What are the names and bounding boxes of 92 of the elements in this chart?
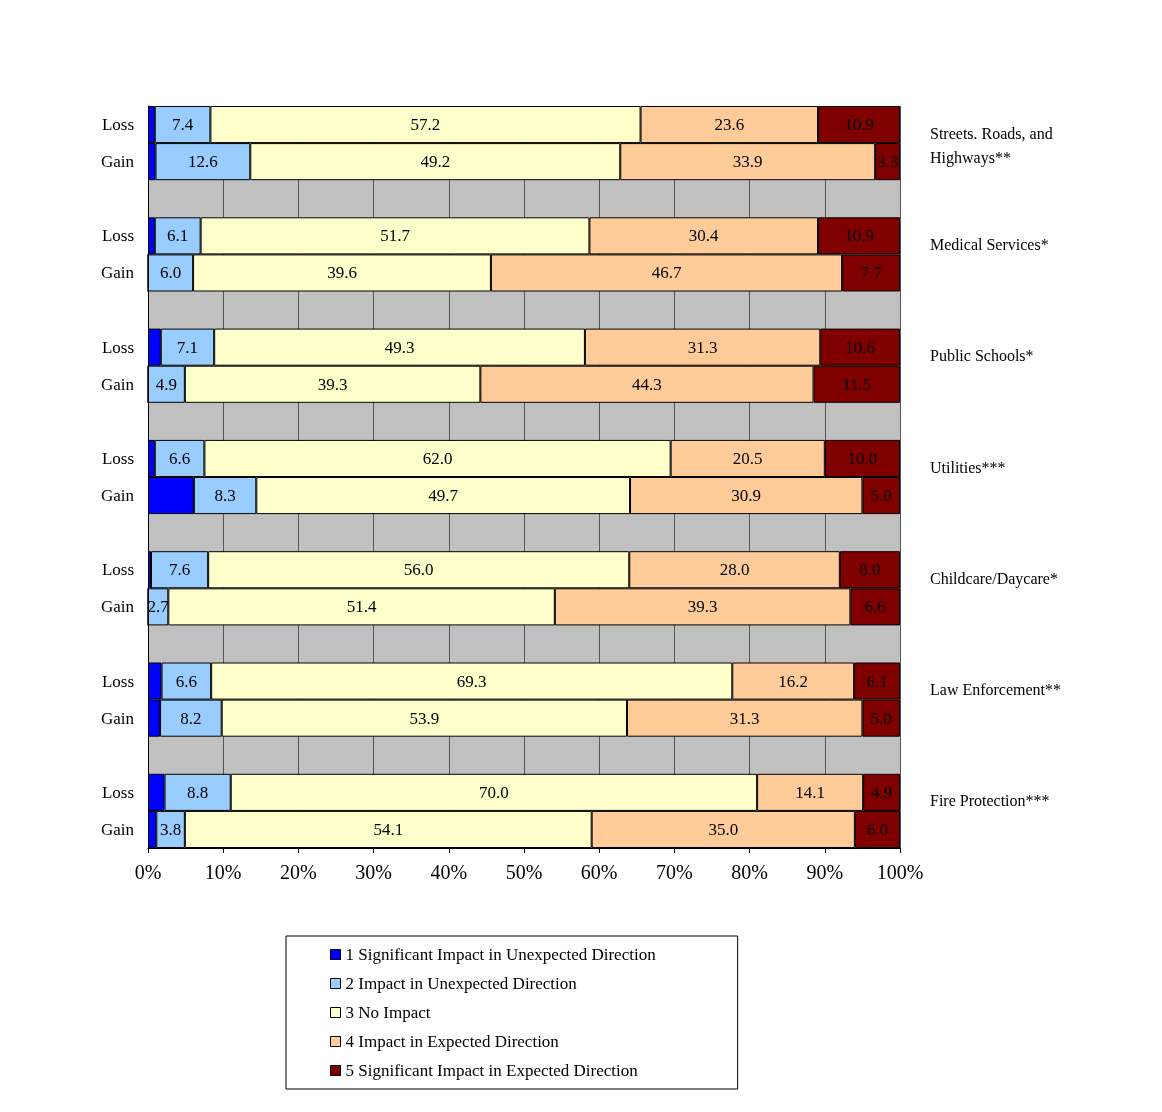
x-tick-label: 40% xyxy=(430,861,468,883)
data-label: 54.1 xyxy=(373,819,404,839)
data-label: 6.1 xyxy=(866,671,888,691)
y-tick-label: Loss xyxy=(101,671,134,691)
data-label: 8.8 xyxy=(187,782,209,802)
data-label: 70.0 xyxy=(479,782,509,802)
data-label: 20.5 xyxy=(732,448,763,468)
y-tick-label: Gain xyxy=(100,486,135,506)
x-tick-label: 80% xyxy=(731,861,768,883)
y-tick-label: Loss xyxy=(101,448,134,468)
y-tick-label: Gain xyxy=(100,263,135,283)
data-label: 12.6 xyxy=(188,152,218,172)
x-tick-label: 70% xyxy=(656,861,693,883)
data-label: 5.0 xyxy=(870,708,892,728)
text: Fire Protection*** xyxy=(930,792,1050,810)
x-tick-label: 0% xyxy=(134,861,162,883)
data-label: 39.6 xyxy=(327,263,357,283)
data-label: 44.3 xyxy=(632,374,662,394)
data-label: 11.5 xyxy=(842,374,872,394)
legend-label: 5 Significant Impact in Expected Direction xyxy=(345,1061,639,1080)
data-label: 30.9 xyxy=(731,486,762,506)
data-label: 62.0 xyxy=(422,448,453,468)
text: Law Enforcement** xyxy=(930,681,1062,699)
data-label: 53.9 xyxy=(409,708,440,728)
legend-label: 4 Impact in Expected Direction xyxy=(345,1032,560,1051)
data-label: 3.8 xyxy=(159,819,182,839)
text: Streets. Roads, and Highways** xyxy=(930,124,1057,167)
x-tick-label: 30% xyxy=(355,861,392,883)
data-label: 51.7 xyxy=(380,226,411,246)
data-label: 49.2 xyxy=(420,152,451,172)
data-label: 10.0 xyxy=(847,448,878,468)
data-label: 3.3 xyxy=(876,152,899,172)
y-tick-label: Loss xyxy=(101,337,134,357)
data-label: 30.4 xyxy=(688,226,720,246)
y-tick-label: Gain xyxy=(100,708,135,728)
data-label: 8.2 xyxy=(180,708,202,728)
data-label: 23.6 xyxy=(714,115,745,135)
data-label: 31.3 xyxy=(729,708,760,728)
data-label: 16.2 xyxy=(778,671,809,691)
data-label: 7.4 xyxy=(171,115,194,135)
data-label: 10.9 xyxy=(844,115,874,135)
legend-label: 1 Significant Impact in Unexpected Direction xyxy=(345,945,657,964)
data-label: 39.3 xyxy=(687,597,718,617)
x-tick-label: 90% xyxy=(806,861,844,883)
data-label: 8.3 xyxy=(214,486,236,506)
data-label: 4.9 xyxy=(155,374,178,394)
text: Childcare/Daycare* xyxy=(930,569,1058,588)
data-label: 6.0 xyxy=(159,263,182,283)
data-label: 28.0 xyxy=(719,560,750,580)
data-label: 69.3 xyxy=(456,671,487,691)
data-label: 6.6 xyxy=(175,671,197,691)
data-label: 49.7 xyxy=(428,486,459,506)
data-label: 33.9 xyxy=(732,152,763,172)
data-label: 6.6 xyxy=(864,597,886,617)
data-label: 56.0 xyxy=(403,560,434,580)
data-label: 4.9 xyxy=(870,782,893,802)
data-label: 6.6 xyxy=(168,448,191,468)
text: Public Schools* xyxy=(930,347,1034,365)
data-label: 6.0 xyxy=(866,819,889,839)
data-label: 6.1 xyxy=(167,226,189,246)
x-tick-label: 100% xyxy=(876,861,924,883)
data-label: 35.0 xyxy=(708,819,739,839)
y-tick-label: Loss xyxy=(101,782,134,802)
data-label: 14.1 xyxy=(795,782,826,802)
y-tick-label: Gain xyxy=(100,597,135,617)
y-tick-label: Loss xyxy=(101,115,134,135)
x-tick-label: 60% xyxy=(580,861,618,883)
y-tick-label: Gain xyxy=(100,819,135,839)
data-label: 7.6 xyxy=(168,560,191,580)
x-tick-label: 20% xyxy=(280,861,317,883)
data-label: 7.7 xyxy=(860,263,883,283)
legend-label: 2 Impact in Unexpected Direction xyxy=(345,974,578,993)
legend-label: 3 No Impact xyxy=(345,1003,431,1022)
data-label: 10.9 xyxy=(844,226,874,246)
data-label: 39.3 xyxy=(317,374,348,394)
data-label: 7.1 xyxy=(176,337,199,357)
y-tick-label: Loss xyxy=(101,560,134,580)
text: Medical Services* xyxy=(930,235,1049,253)
text: Utilities*** xyxy=(930,458,1006,476)
data-label: 10.6 xyxy=(845,337,876,357)
data-label: 49.3 xyxy=(384,337,415,357)
x-tick-label: 50% xyxy=(505,861,543,883)
y-tick-label: Gain xyxy=(100,152,135,172)
data-label: 31.3 xyxy=(687,337,718,357)
data-label: 8.0 xyxy=(859,560,881,580)
x-tick-label: 10% xyxy=(204,861,242,883)
y-tick-label: Gain xyxy=(100,374,135,394)
data-label: 46.7 xyxy=(651,263,682,283)
data-label: 51.4 xyxy=(346,597,377,617)
data-label: 5.0 xyxy=(870,486,892,506)
data-label: 57.2 xyxy=(410,115,441,135)
y-tick-label: Loss xyxy=(101,226,134,246)
